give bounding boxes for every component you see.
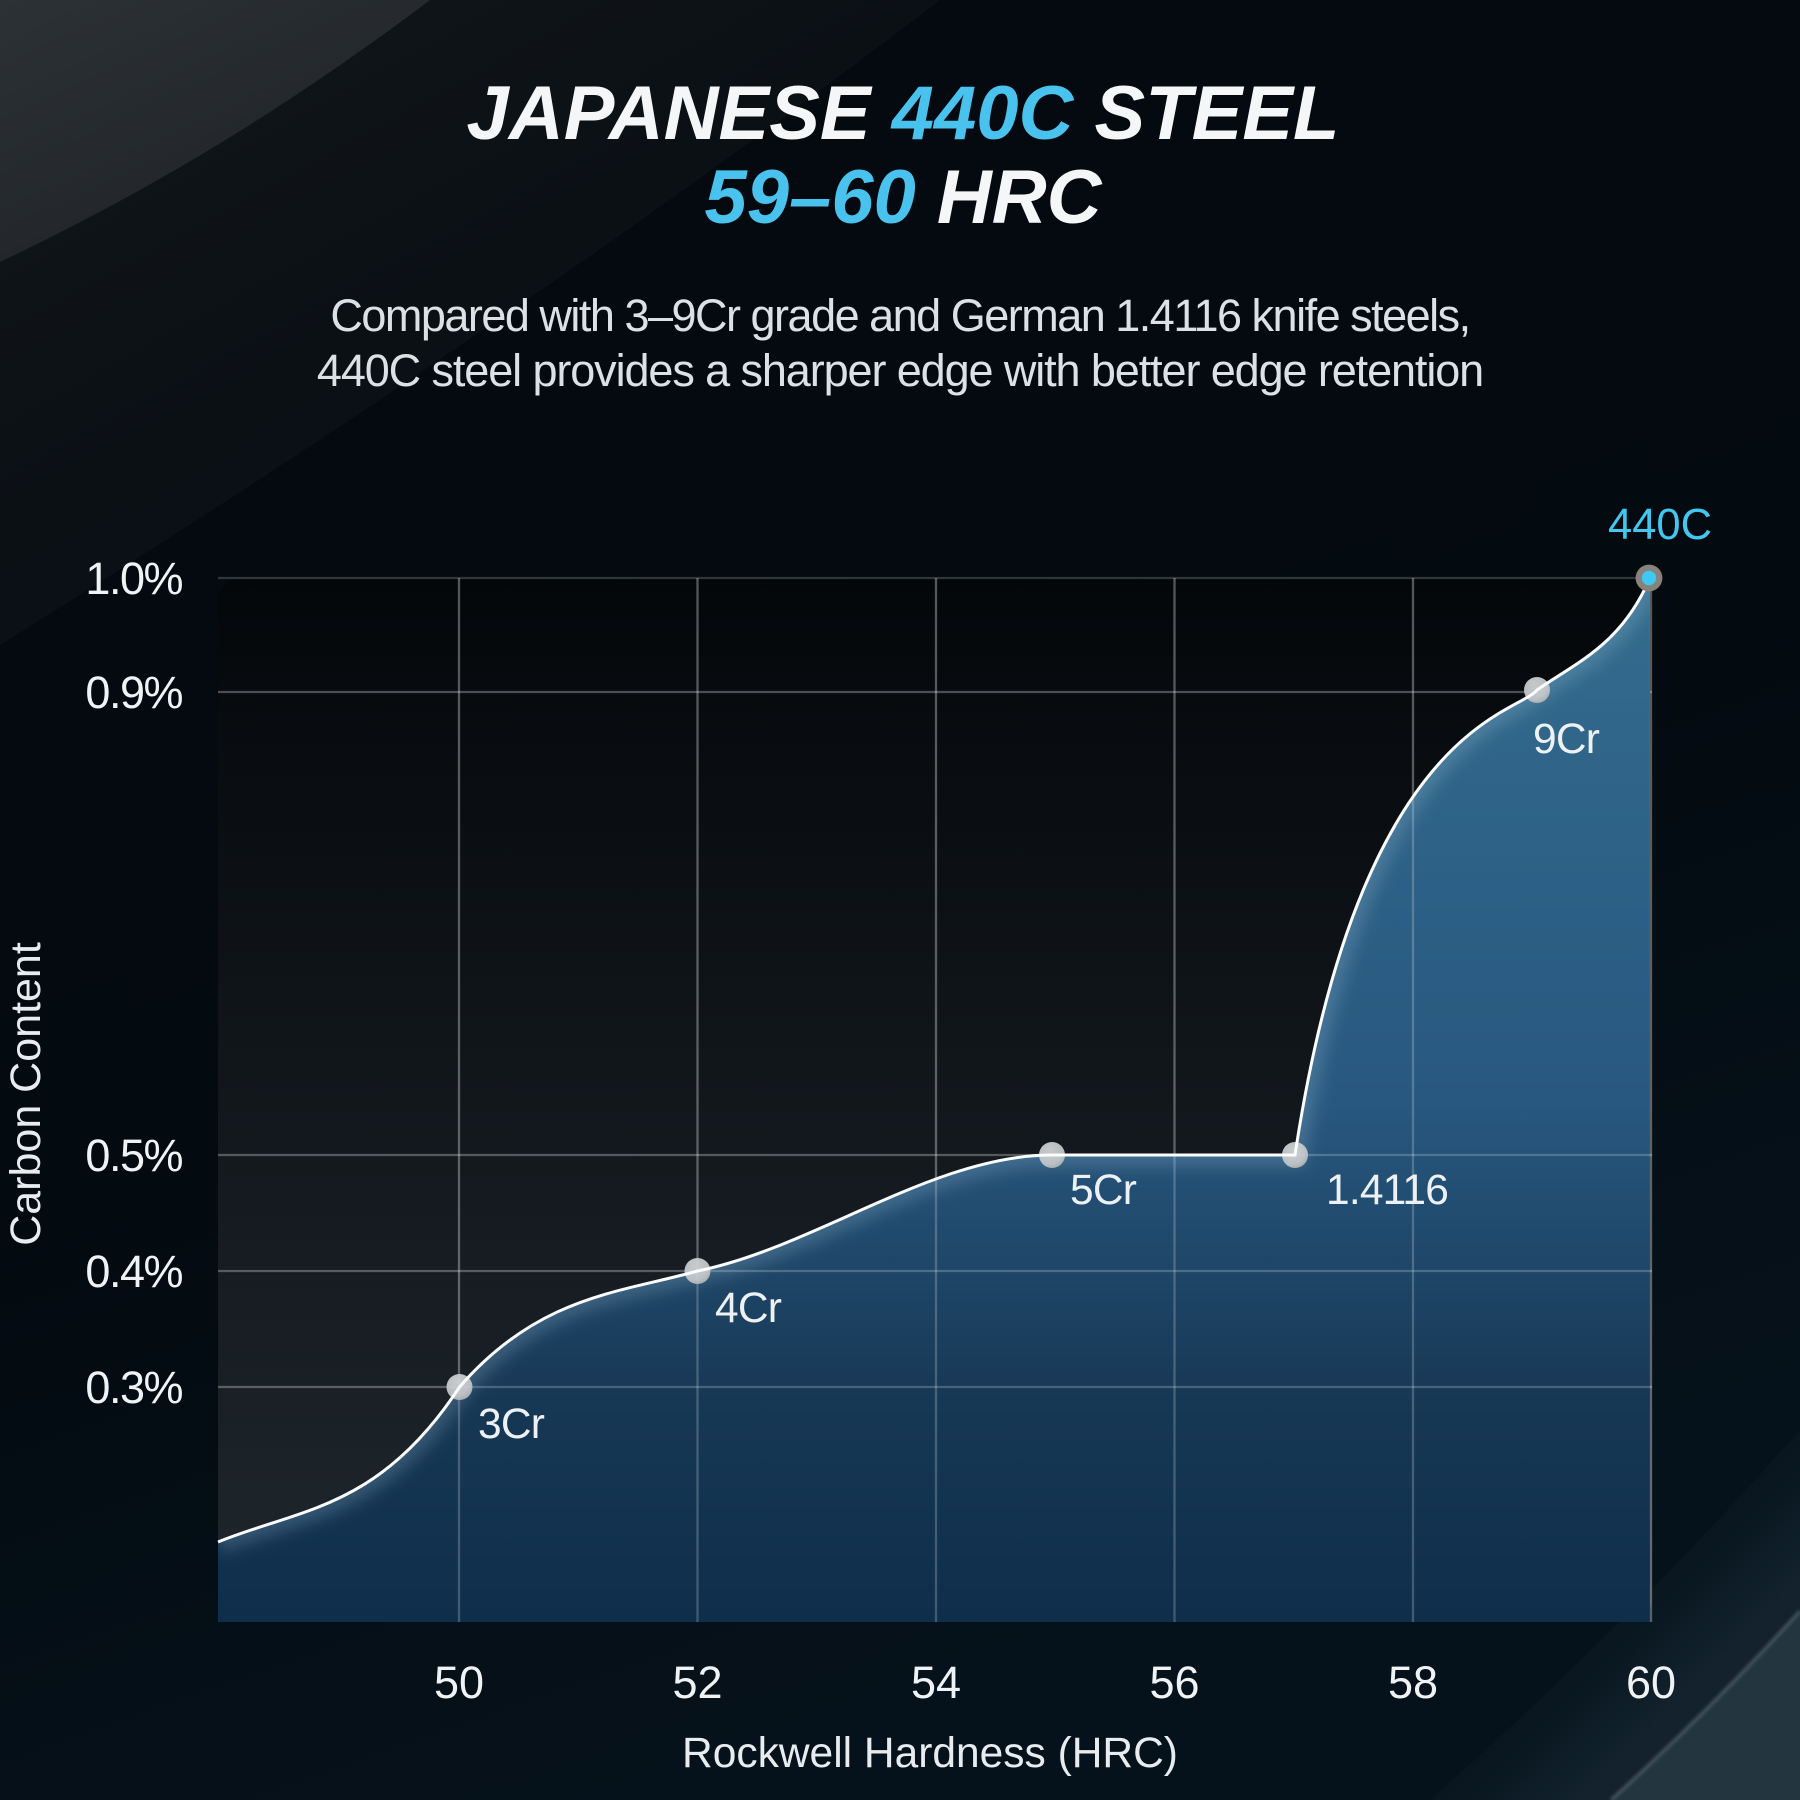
svg-text:56: 56 (1149, 1657, 1199, 1708)
svg-text:58: 58 (1388, 1657, 1438, 1708)
svg-text:0.9%: 0.9% (85, 667, 182, 718)
svg-text:54: 54 (911, 1657, 961, 1708)
svg-text:0.3%: 0.3% (85, 1362, 182, 1413)
svg-text:Rockwell Hardness (HRC): Rockwell Hardness (HRC) (682, 1730, 1178, 1777)
svg-text:440C: 440C (1608, 501, 1712, 549)
svg-text:59–60 HRC: 59–60 HRC (704, 155, 1102, 240)
svg-text:3Cr: 3Cr (478, 1401, 545, 1448)
svg-text:4Cr: 4Cr (715, 1285, 782, 1332)
svg-text:1.4116: 1.4116 (1326, 1167, 1448, 1214)
svg-text:Carbon Content: Carbon Content (2, 942, 50, 1246)
svg-text:52: 52 (672, 1657, 722, 1708)
svg-text:50: 50 (434, 1657, 484, 1708)
svg-text:Compared with 3–9Cr grade and: Compared with 3–9Cr grade and German 1.4… (330, 290, 1469, 341)
svg-text:0.5%: 0.5% (85, 1130, 182, 1181)
svg-text:1.0%: 1.0% (85, 553, 182, 604)
svg-text:JAPANESE 440C STEEL: JAPANESE 440C STEEL (467, 71, 1340, 156)
svg-text:9Cr: 9Cr (1533, 716, 1600, 763)
svg-text:0.4%: 0.4% (85, 1246, 182, 1297)
svg-text:60: 60 (1626, 1657, 1676, 1708)
svg-text:5Cr: 5Cr (1070, 1167, 1137, 1214)
svg-text:440C steel provides a sharper: 440C steel provides a sharper edge with … (317, 345, 1483, 396)
